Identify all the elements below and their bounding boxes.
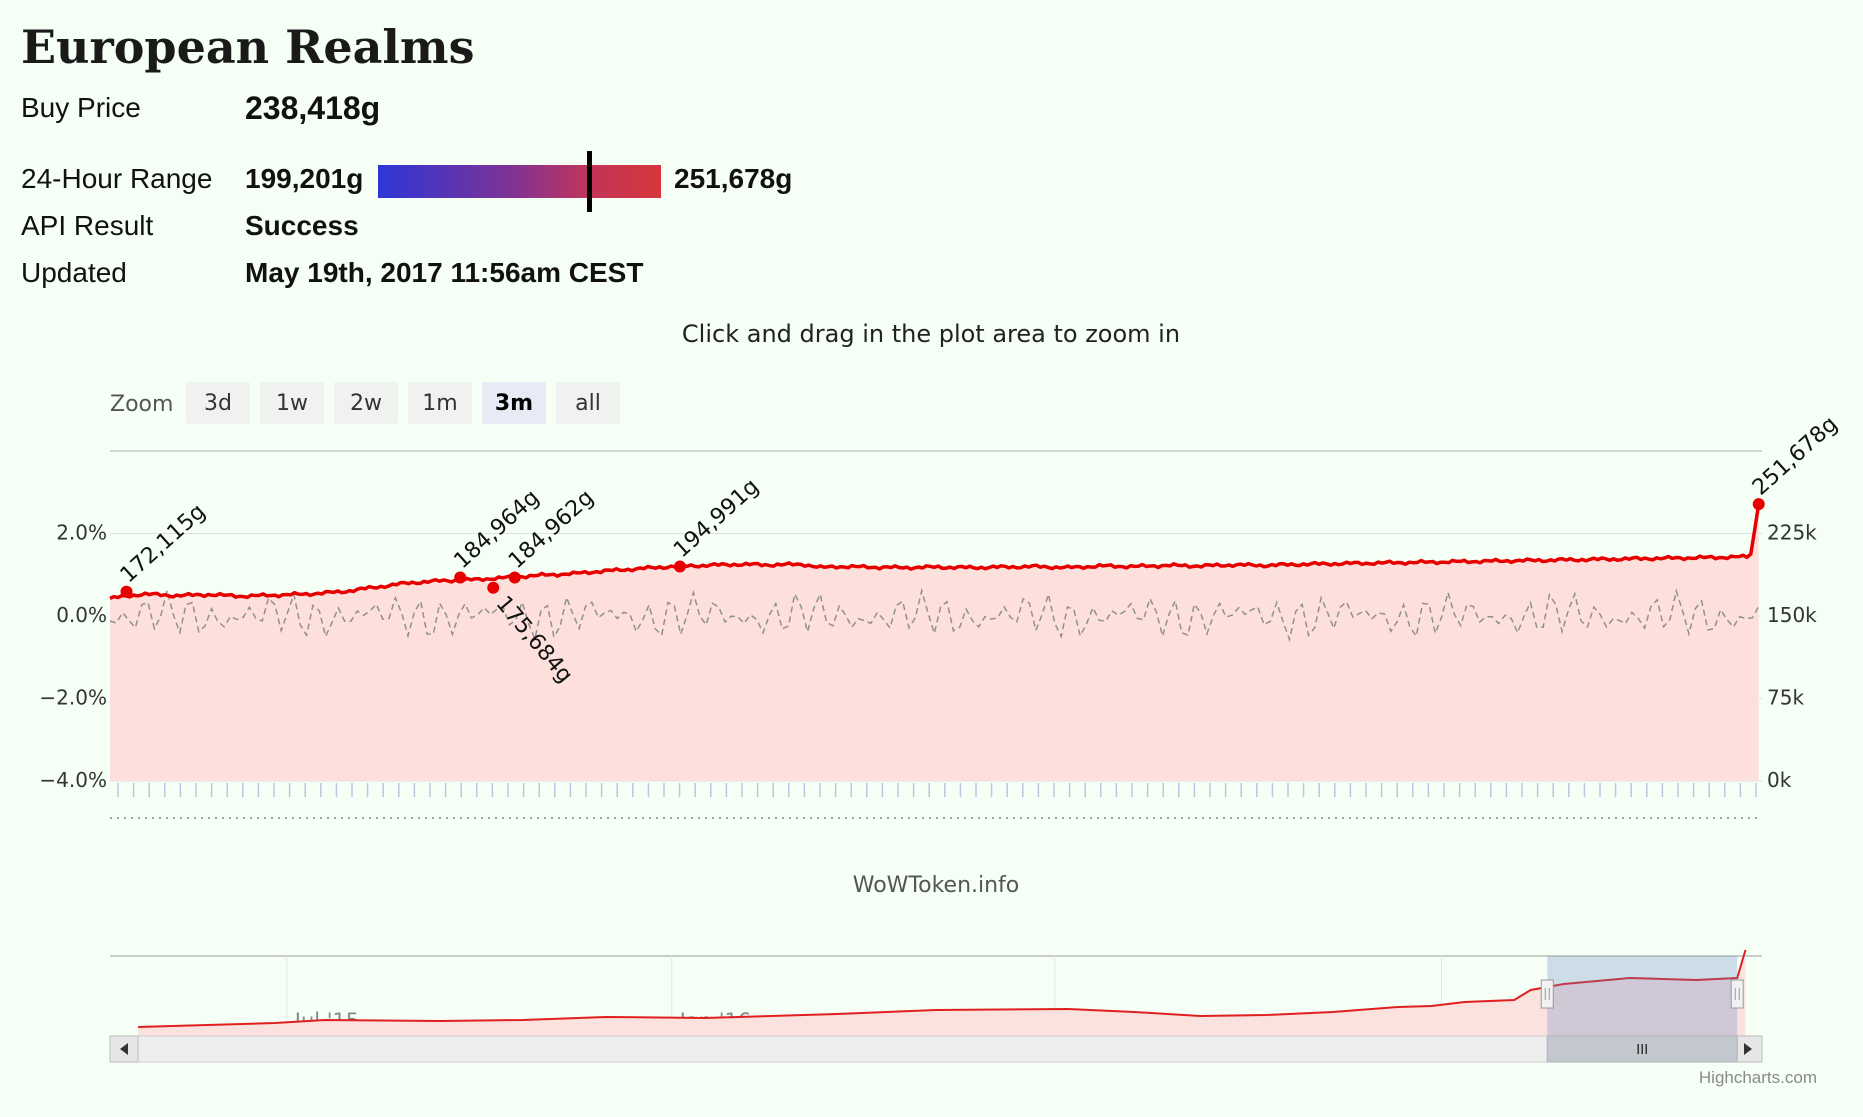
zoom-button-3m[interactable] [482,382,546,424]
chart-credit-title: WoWToken.info [853,873,1020,898]
zoom-button-label-1w: 1w [276,391,308,416]
range-bar [378,151,661,212]
annotation-point[interactable] [508,571,521,584]
zoom-hint: Click and drag in the plot area to zoom … [682,320,1180,348]
change-line [109,587,1760,643]
y-right-tick: 150k [1767,603,1817,627]
zoom-button-1m[interactable] [408,382,472,424]
zoom-button-label-3m: 3m [495,391,533,416]
price-area [110,504,1759,781]
highcharts-credit[interactable]: Highcharts.com [1698,1068,1817,1087]
navigator-selection[interactable] [1547,956,1738,1036]
zoom-button-all[interactable] [556,382,620,424]
api-result-value: Success [245,210,359,241]
annotation-label: 194,991g [669,474,764,563]
zoom-button-2w[interactable] [334,382,398,424]
page-title: European Realms [21,20,475,74]
zoom-button-1w[interactable] [260,382,324,424]
price-line [109,503,1761,600]
y-left-tick: −2.0% [39,686,107,710]
updated-label: Updated [21,257,127,288]
range-current-marker [587,151,593,212]
y-right-tick: 0k [1767,768,1792,792]
range-high-value: 251,678g [674,163,793,194]
range-label: 24-Hour Range [21,163,213,194]
buy-price-value: 238,418g [245,90,381,126]
price-chart[interactable]: Click and drag in the plot area to zoom … [0,300,1863,1110]
buy-price-label: Buy Price [21,92,141,123]
scrollbar-left-button[interactable] [109,1035,139,1063]
y-right-tick: 225k [1767,521,1817,545]
y-left-tick: 2.0% [56,521,107,545]
navigator-handle-left[interactable] [1540,979,1554,1009]
navigator-line [138,949,1747,1028]
scrollbar-track[interactable] [109,1035,1763,1063]
zoom-button-label-all: all [575,391,601,416]
annotation-point[interactable] [454,571,467,584]
zoom-label: Zoom [110,392,173,417]
y-left-tick: 0.0% [56,603,107,627]
zoom-button-3d[interactable] [186,382,250,424]
annotation-point[interactable] [1752,498,1765,511]
scroll-right-arrow-icon [1744,1043,1752,1055]
annotation-label: 251,678g [1748,412,1843,501]
zoom-button-label-3d: 3d [204,391,232,416]
annotation-point[interactable] [673,560,686,573]
zoom-button-label-2w: 2w [350,391,382,416]
navigator-area [138,950,1746,1036]
y-left-tick: −4.0% [39,768,107,792]
navigator-handle-right[interactable] [1730,979,1744,1009]
y-right-tick: 75k [1767,686,1804,710]
zoom-button-label-1m: 1m [422,391,457,416]
range-low-value: 199,201g [245,163,364,194]
updated-value: May 19th, 2017 11:56am CEST [245,257,644,288]
annotation-point[interactable] [487,581,500,594]
annotation-point[interactable] [120,585,133,598]
api-result-label: API Result [21,210,154,241]
annotation-label: 172,115g [116,499,211,588]
scroll-left-arrow-icon [120,1043,128,1055]
